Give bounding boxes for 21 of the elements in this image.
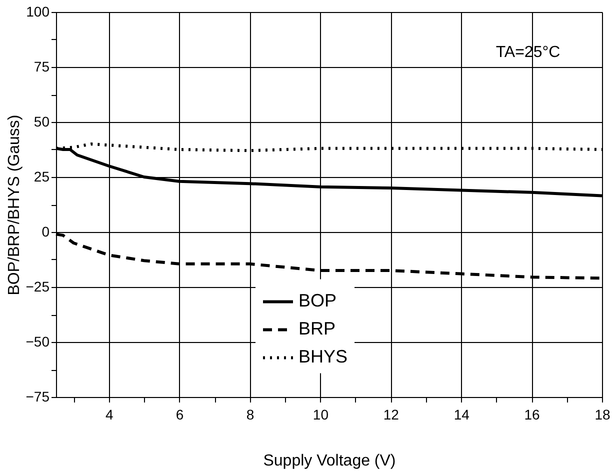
x-tick-label: 16: [524, 406, 540, 422]
x-tick-label: 6: [176, 406, 184, 422]
y-tick-label: 75: [34, 58, 50, 74]
x-tick-label: 10: [312, 406, 329, 422]
legend-label: BHYS: [298, 346, 348, 367]
y-tick-label: 100: [26, 4, 50, 20]
x-tick-label: 12: [383, 406, 400, 422]
y-tick-label: −25: [26, 278, 50, 294]
y-tick-label: −75: [26, 388, 50, 404]
x-axis-title: Supply Voltage (V): [263, 452, 396, 470]
y-tick-label: 0: [42, 224, 50, 240]
legend-label: BRP: [298, 318, 336, 339]
y-tick-label: 50: [34, 114, 50, 130]
x-tick-label: 4: [105, 406, 114, 422]
y-axis-title: BOP/BRP/BHYS (Gauss): [6, 114, 23, 296]
legend-label: BOP: [298, 290, 337, 311]
x-tick-label: 18: [594, 406, 610, 422]
x-tick-label: 14: [454, 406, 470, 422]
y-tick-label: 25: [34, 168, 50, 184]
x-tick-label: 8: [246, 406, 254, 422]
y-tick-label: −50: [26, 334, 50, 350]
